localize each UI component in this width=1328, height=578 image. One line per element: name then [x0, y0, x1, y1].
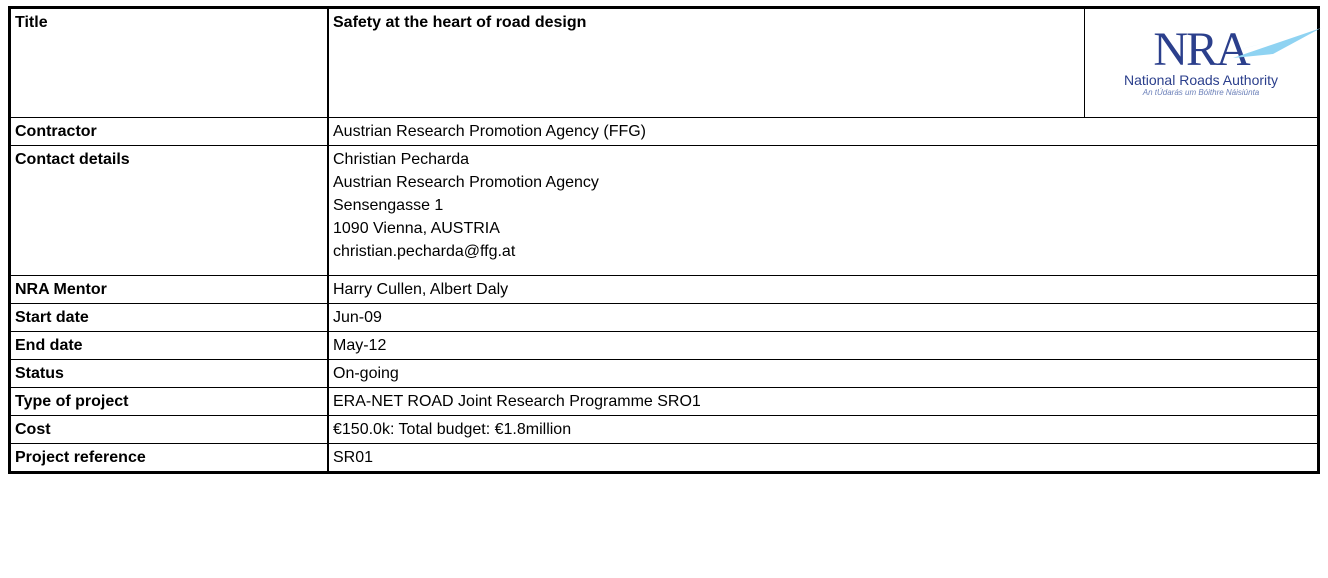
label: Project reference: [9, 443, 329, 473]
value-line: SR01: [333, 449, 374, 466]
label: Type of project: [9, 387, 329, 416]
label: Contact details: [9, 145, 329, 276]
value: Austrian Research Promotion Agency (FFG): [327, 117, 1319, 146]
row: Cost €150.0k: Total budget: €1.8million: [9, 415, 1319, 444]
value-line: Jun-09: [333, 309, 382, 326]
row: Contractor Austrian Research Promotion Ag…: [9, 117, 1319, 146]
value: Jun-09: [327, 303, 1319, 332]
value-line: Austrian Research Promotion Agency (FFG): [333, 123, 647, 140]
label: Contractor: [9, 117, 329, 146]
value-line: Sensengasse 1: [333, 197, 444, 214]
row: NRA Mentor Harry Cullen, Albert Daly: [9, 275, 1319, 304]
label: End date: [9, 331, 329, 360]
row: Project reference SR01: [9, 443, 1319, 473]
label: Cost: [9, 415, 329, 444]
logo-mark: NRA: [1153, 26, 1322, 74]
label: Title: [9, 7, 329, 118]
project-table: Title Safety at the heart of road design…: [8, 6, 1322, 474]
value-line: €150.0k: Total budget: €1.8million: [333, 421, 572, 438]
value: Christian Pecharda Austrian Research Prom…: [327, 145, 1319, 276]
value: ERA-NET ROAD Joint Research Programme SR…: [327, 387, 1319, 416]
row: Status On-going: [9, 359, 1319, 388]
value-line: Harry Cullen, Albert Daly: [333, 281, 509, 298]
row: Contact details Christian Pecharda Austria…: [9, 145, 1319, 276]
value-line: On-going: [333, 365, 399, 382]
row: Type of project ERA-NET ROAD Joint Resear…: [9, 387, 1319, 416]
row: End date May-12: [9, 331, 1319, 360]
value-line: Austrian Research Promotion Agency: [333, 174, 599, 191]
value-line: Christian Pecharda: [333, 151, 470, 168]
value: On-going: [327, 359, 1319, 388]
value: €150.0k: Total budget: €1.8million: [327, 415, 1319, 444]
value-line: May-12: [333, 337, 387, 354]
value: Harry Cullen, Albert Daly: [327, 275, 1319, 304]
value: Safety at the heart of road design: [327, 7, 1085, 118]
logo-mark-text: NRA: [1153, 23, 1250, 76]
value-line: ERA-NET ROAD Joint Research Programme SR…: [333, 393, 701, 410]
value: May-12: [327, 331, 1319, 360]
logo-swoosh: [1223, 28, 1322, 58]
row: Start date Jun-09: [9, 303, 1319, 332]
logo-name: National Roads Authority: [1123, 72, 1279, 88]
logo: NRA National Roads Authority An tÚdarás …: [1084, 7, 1322, 118]
label: NRA Mentor: [9, 275, 329, 304]
title-row: Title Safety at the heart of road design…: [9, 7, 1322, 118]
label: Status: [9, 359, 329, 388]
logo-irish: An tÚdarás um Bóithre Náisiúnta: [1142, 88, 1260, 97]
label: Start date: [9, 303, 329, 332]
value-line: 1090 Vienna, AUSTRIA: [333, 220, 500, 237]
value: SR01: [327, 443, 1319, 473]
value-line: christian.pecharda@ffg.at: [333, 243, 516, 260]
